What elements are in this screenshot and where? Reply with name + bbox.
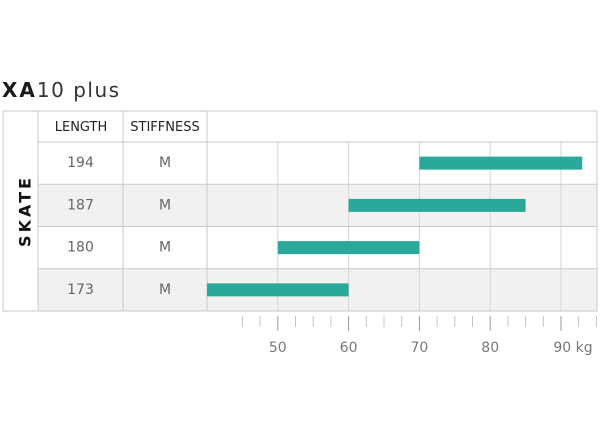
section-label: SKATE (16, 175, 35, 247)
table-rows: 194 M 187 M 180 M 173 M (67, 155, 171, 298)
chart-title: XA10 plus (2, 78, 121, 102)
table-border (2, 110, 598, 312)
header-length: LENGTH (55, 120, 108, 135)
model-name-bold: XA (2, 78, 37, 102)
tick-label: 60 (340, 340, 358, 356)
x-axis: 50 60 70 80 90 kg (241, 316, 597, 356)
length-cell: 194 (67, 155, 94, 171)
stiffness-cell: M (159, 240, 171, 256)
model-name-rest: 10 plus (36, 78, 121, 102)
length-cell: 180 (67, 240, 94, 256)
stiffness-cell: M (159, 155, 171, 171)
stiffness-cell: M (159, 197, 171, 213)
weight-range-bar (348, 198, 526, 212)
tick-label: 70 (410, 340, 428, 356)
tick-label: 50 (269, 340, 287, 356)
length-cell: 173 (67, 282, 94, 298)
stiffness-cell: M (159, 282, 171, 298)
header-stiffness: STIFFNESS (130, 120, 199, 135)
weight-range-bar (277, 241, 420, 255)
tick-label: 80 (481, 340, 499, 356)
table-frame (2, 110, 598, 312)
length-cell: 187 (67, 197, 94, 213)
tick-label: 90 kg (553, 340, 592, 356)
weight-bars (207, 156, 583, 297)
weight-range-bar (207, 283, 349, 297)
weight-range-bar (419, 156, 583, 170)
